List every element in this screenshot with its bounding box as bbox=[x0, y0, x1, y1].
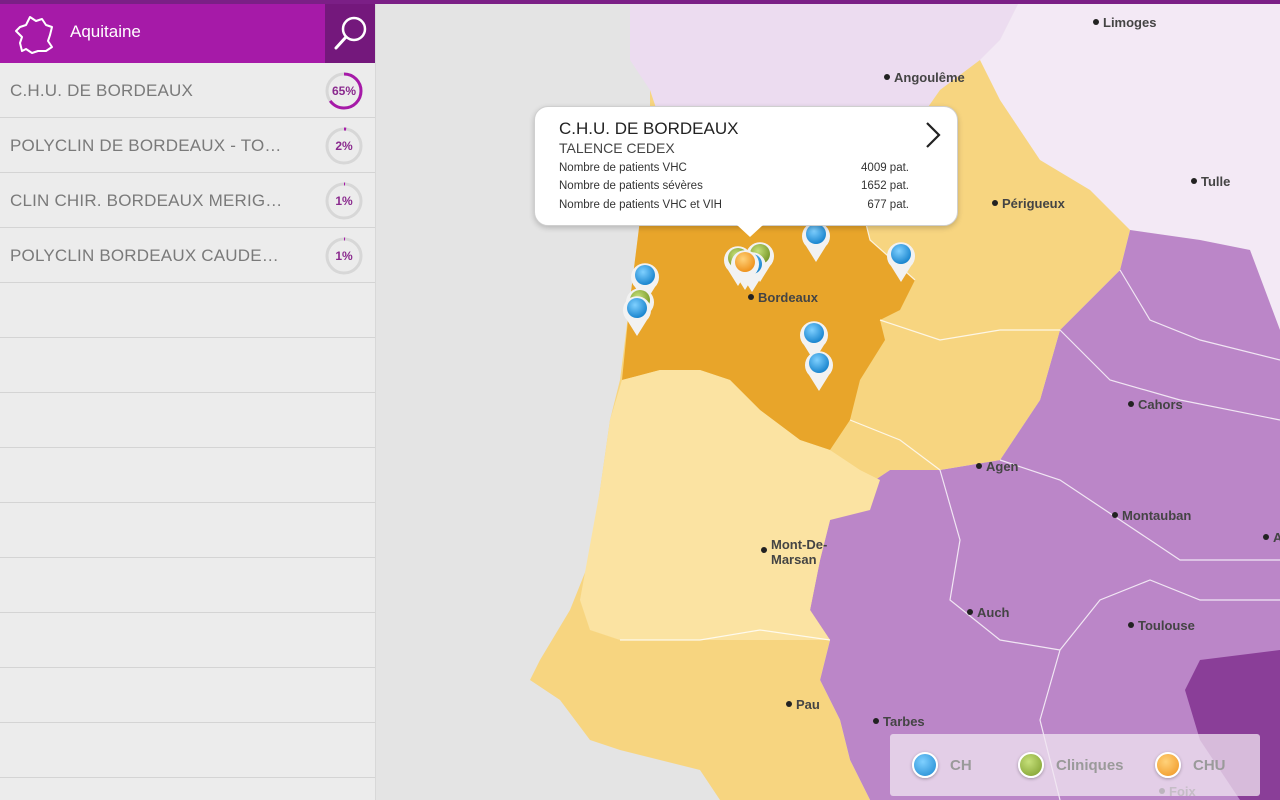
city-label: Agen bbox=[986, 459, 1019, 474]
hospital-row[interactable]: C.H.U. DE BORDEAUX 65% bbox=[0, 63, 375, 118]
city-label: A bbox=[1273, 530, 1280, 545]
empty-row bbox=[0, 283, 375, 338]
city-label: Périgueux bbox=[1002, 196, 1066, 211]
region-limousin bbox=[960, 0, 1280, 330]
percentage-label: 1% bbox=[335, 249, 353, 263]
city-label: Tarbes bbox=[883, 714, 925, 729]
city-label: Cahors bbox=[1138, 397, 1183, 412]
progress-ring bbox=[325, 127, 363, 165]
hospital-name: CLIN CHIR. BORDEAUX MERIG… bbox=[10, 191, 283, 210]
progress-ring bbox=[325, 182, 363, 220]
city-label: Limoges bbox=[1103, 15, 1156, 30]
city-label: Pau bbox=[796, 697, 820, 712]
map-pins bbox=[623, 222, 915, 391]
legend-label: Cliniques bbox=[1056, 757, 1124, 774]
france-map-icon[interactable] bbox=[12, 15, 56, 55]
map-legend: CH Cliniques CHU bbox=[890, 734, 1260, 796]
hospital-row[interactable]: CLIN CHIR. BORDEAUX MERIG… 1% bbox=[0, 173, 375, 228]
hospital-name: C.H.U. DE BORDEAUX bbox=[10, 81, 194, 100]
map-pin-ch[interactable] bbox=[805, 351, 834, 391]
city-label: Mont-De- bbox=[771, 537, 827, 552]
hospital-name: POLYCLIN DE BORDEAUX - TO… bbox=[10, 136, 282, 155]
empty-row bbox=[0, 668, 375, 723]
stat-label: Nombre de patients sévères bbox=[559, 180, 703, 192]
stat-label: Nombre de patients VHC et VIH bbox=[559, 199, 722, 211]
empty-row bbox=[0, 338, 375, 393]
region-midi-pyrenees bbox=[810, 230, 1280, 800]
chu-marker-icon bbox=[1155, 752, 1181, 778]
map-pin-ch[interactable] bbox=[631, 263, 659, 303]
stat-label: Nombre de patients VHC bbox=[559, 162, 687, 174]
empty-row bbox=[0, 393, 375, 448]
legend-label: CHU bbox=[1193, 757, 1226, 774]
stat-value: 1652 pat. bbox=[861, 180, 909, 192]
ch-marker-icon bbox=[912, 752, 938, 778]
hospital-list: C.H.U. DE BORDEAUX 65% POLYCLIN DE BORDE… bbox=[0, 63, 375, 778]
progress-ring bbox=[325, 72, 363, 110]
stat-value: 677 pat. bbox=[867, 199, 909, 211]
city-labels: Limoges Angoulême Tulle Périgueux Bordea… bbox=[748, 15, 1280, 799]
city-label: Montauban bbox=[1122, 508, 1191, 523]
city-label: Bordeaux bbox=[758, 290, 819, 305]
popup-title: C.H.U. DE BORDEAUX bbox=[559, 119, 739, 138]
clinique-marker-icon bbox=[1018, 752, 1044, 778]
percentage-label: 65% bbox=[331, 84, 357, 98]
map-pin-ch[interactable] bbox=[623, 296, 652, 336]
city-label: Auch bbox=[977, 605, 1010, 620]
search-icon bbox=[334, 16, 367, 50]
percentage-label: 1% bbox=[335, 194, 353, 208]
sidebar: Aquitaine C.H.U. DE BORDEAUX 65% POLYCLI… bbox=[0, 0, 376, 800]
city-label: Tulle bbox=[1201, 174, 1230, 189]
city-label: Marsan bbox=[771, 552, 817, 567]
empty-row bbox=[0, 448, 375, 503]
stat-value: 4009 pat. bbox=[861, 162, 909, 174]
map-pin-chu[interactable] bbox=[731, 250, 760, 290]
city-label: Angoulême bbox=[894, 70, 965, 85]
hospital-name: POLYCLIN BORDEAUX CAUDE… bbox=[10, 246, 279, 265]
hospital-popup[interactable]: C.H.U. DE BORDEAUX TALENCE CEDEX Nombre … bbox=[534, 106, 958, 237]
percentage-label: 2% bbox=[335, 139, 353, 153]
region-header: Aquitaine bbox=[0, 4, 375, 63]
map-pin-ch[interactable] bbox=[800, 321, 829, 361]
map-pin-ch[interactable] bbox=[802, 222, 830, 262]
hospital-row[interactable]: POLYCLIN BORDEAUX CAUDE… 1% bbox=[0, 228, 375, 283]
empty-row bbox=[0, 503, 375, 558]
empty-row bbox=[0, 613, 375, 668]
region-title[interactable]: Aquitaine bbox=[70, 22, 141, 41]
chevron-right-icon[interactable] bbox=[925, 121, 941, 149]
city-label: Toulouse bbox=[1138, 618, 1195, 633]
region-landes bbox=[580, 370, 880, 640]
search-button[interactable] bbox=[325, 4, 375, 63]
map-pin-ch[interactable] bbox=[887, 242, 915, 282]
empty-row bbox=[0, 558, 375, 613]
empty-row bbox=[0, 723, 375, 778]
hospital-row[interactable]: POLYCLIN DE BORDEAUX - TO… 2% bbox=[0, 118, 375, 173]
progress-ring bbox=[325, 237, 363, 275]
legend-label: CH bbox=[950, 757, 972, 774]
popup-subtitle: TALENCE CEDEX bbox=[559, 140, 675, 156]
top-accent-bar bbox=[0, 0, 1280, 4]
